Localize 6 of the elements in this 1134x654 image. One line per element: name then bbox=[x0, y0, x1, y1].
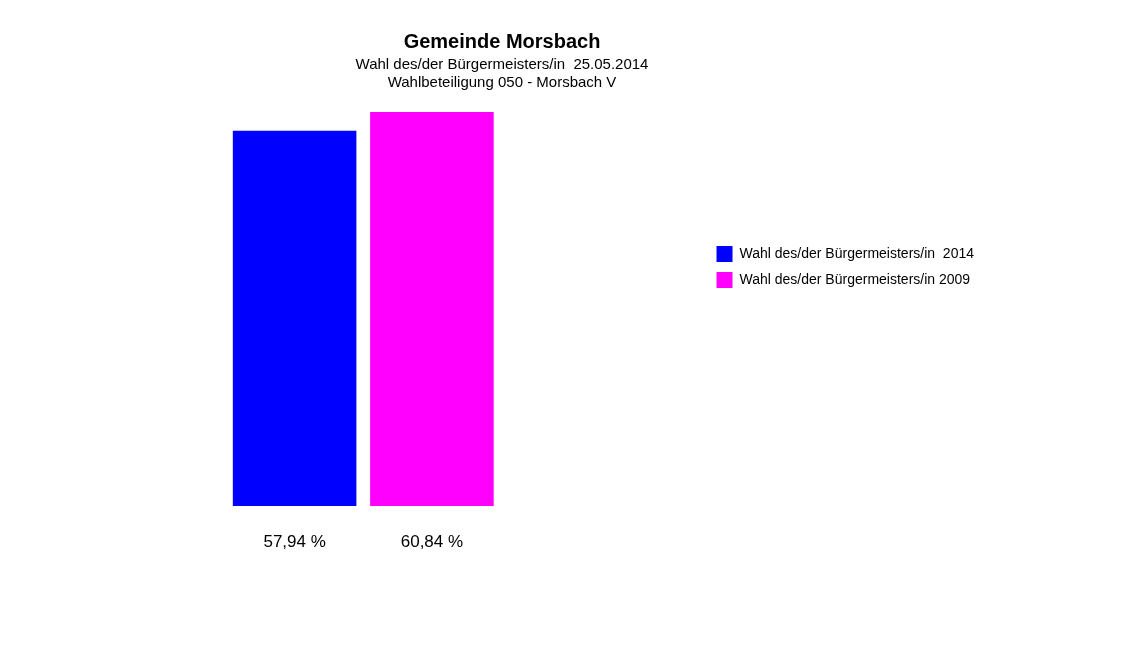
data-label: 60,84 % bbox=[400, 532, 464, 552]
chart-subtitle: Wahl des/der Bürgermeisters/in 25.05.2014 Wahlbeteiligung 050 - Morsbach V bbox=[355, 55, 649, 91]
legend-label: Wahl des/der Bürgermeisters/in 2009 bbox=[739, 270, 971, 287]
data-label: 57,94 % bbox=[263, 532, 326, 552]
chart-title: Gemeinde Morsbach bbox=[403, 29, 601, 52]
legend-label: Wahl des/der Bürgermeisters/in 2014 bbox=[739, 244, 975, 261]
